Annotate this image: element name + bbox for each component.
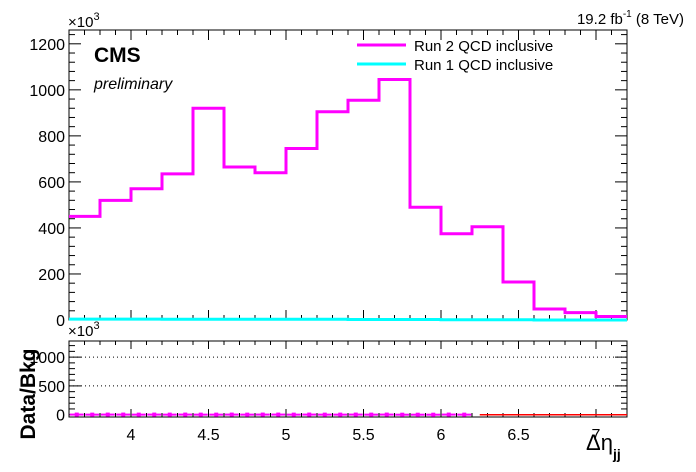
ratio-point: [431, 412, 436, 417]
ratio-axis-ticks: [68, 341, 628, 417]
x-tick-label: 7: [592, 427, 601, 444]
ratio-point: [136, 412, 141, 417]
legend-label-run1: Run 1 QCD inclusive: [414, 57, 553, 74]
ratio-points-group: [69, 412, 627, 417]
x-tick-label: 6: [437, 427, 446, 444]
ratio-point: [183, 412, 188, 417]
main-panel: 0 200 400 600 800 1000 1200 ×103 19.2 fb-1 (8 …: [29, 9, 684, 330]
x-tick-label: 5: [282, 427, 291, 444]
ratio-panel: 0 500 1000 4 4.5 5 5.5 6 6.5 7 ×103 Data/Bkg Δηj…: [17, 320, 628, 462]
legend: Run 2 QCD inclusive Run 1 QCD inclusive: [357, 38, 553, 74]
ratio-point: [400, 412, 405, 417]
main-y-tick-label: 200: [38, 267, 65, 284]
ratio-point: [229, 412, 234, 417]
ratio-y-tick-label: 0: [56, 408, 65, 425]
main-y-tick-labels: 0 200 400 600 800 1000 1200: [29, 37, 65, 330]
ratio-point: [322, 412, 327, 417]
main-axis-ticks: [68, 30, 628, 321]
experiment-label: CMS: [94, 44, 141, 67]
ratio-point: [462, 412, 467, 417]
status-label: preliminary: [93, 76, 173, 93]
main-y-tick-label: 400: [38, 221, 65, 238]
main-series-group: [69, 77, 627, 322]
ratio-point: [198, 412, 203, 417]
series-line-run1: [69, 317, 627, 322]
ratio-point: [167, 412, 172, 417]
x-tick-label: 4.5: [197, 427, 219, 444]
ratio-point: [291, 412, 296, 417]
main-y-tick-label: 1000: [29, 83, 65, 100]
ratio-point: [446, 412, 451, 417]
ratio-point: [245, 412, 250, 417]
ratio-point: [74, 412, 79, 417]
ratio-point: [105, 412, 110, 417]
ratio-point: [338, 412, 343, 417]
series-line-run2: [69, 77, 627, 319]
main-y-tick-label: 800: [38, 129, 65, 146]
x-tick-label: 6.5: [507, 427, 529, 444]
ratio-point: [276, 412, 281, 417]
ratio-y-axis-label: Data/Bkg: [17, 348, 40, 439]
ratio-reference-lines: [69, 356, 627, 387]
main-y-multiplier: ×103: [68, 11, 100, 31]
x-axis-label: Δηjj: [586, 430, 621, 462]
ratio-point: [121, 412, 126, 417]
x-tick-labels: 4 4.5 5 5.5 6 6.5 7: [127, 427, 601, 444]
main-y-tick-label: 600: [38, 175, 65, 192]
ratio-point: [307, 412, 312, 417]
ratio-point: [384, 412, 389, 417]
ratio-point: [353, 412, 358, 417]
ratio-y-tick-labels: 0 500 1000: [29, 350, 65, 425]
ratio-point: [152, 412, 157, 417]
main-y-tick-label: 1200: [29, 37, 65, 54]
main-y-tick-label: 0: [56, 313, 65, 330]
ratio-point: [369, 412, 374, 417]
x-tick-label: 5.5: [352, 427, 374, 444]
ratio-y-tick-label: 500: [38, 379, 65, 396]
legend-label-run2: Run 2 QCD inclusive: [414, 38, 553, 55]
ratio-point: [260, 412, 265, 417]
luminosity-label: 19.2 fb-1 (8 TeV): [577, 9, 684, 28]
ratio-point: [214, 412, 219, 417]
ratio-y-tick-label: 1000: [29, 350, 65, 367]
ratio-point: [415, 412, 420, 417]
x-tick-label: 4: [127, 427, 136, 444]
ratio-point: [90, 412, 95, 417]
ratio-y-multiplier: ×103: [68, 320, 100, 340]
